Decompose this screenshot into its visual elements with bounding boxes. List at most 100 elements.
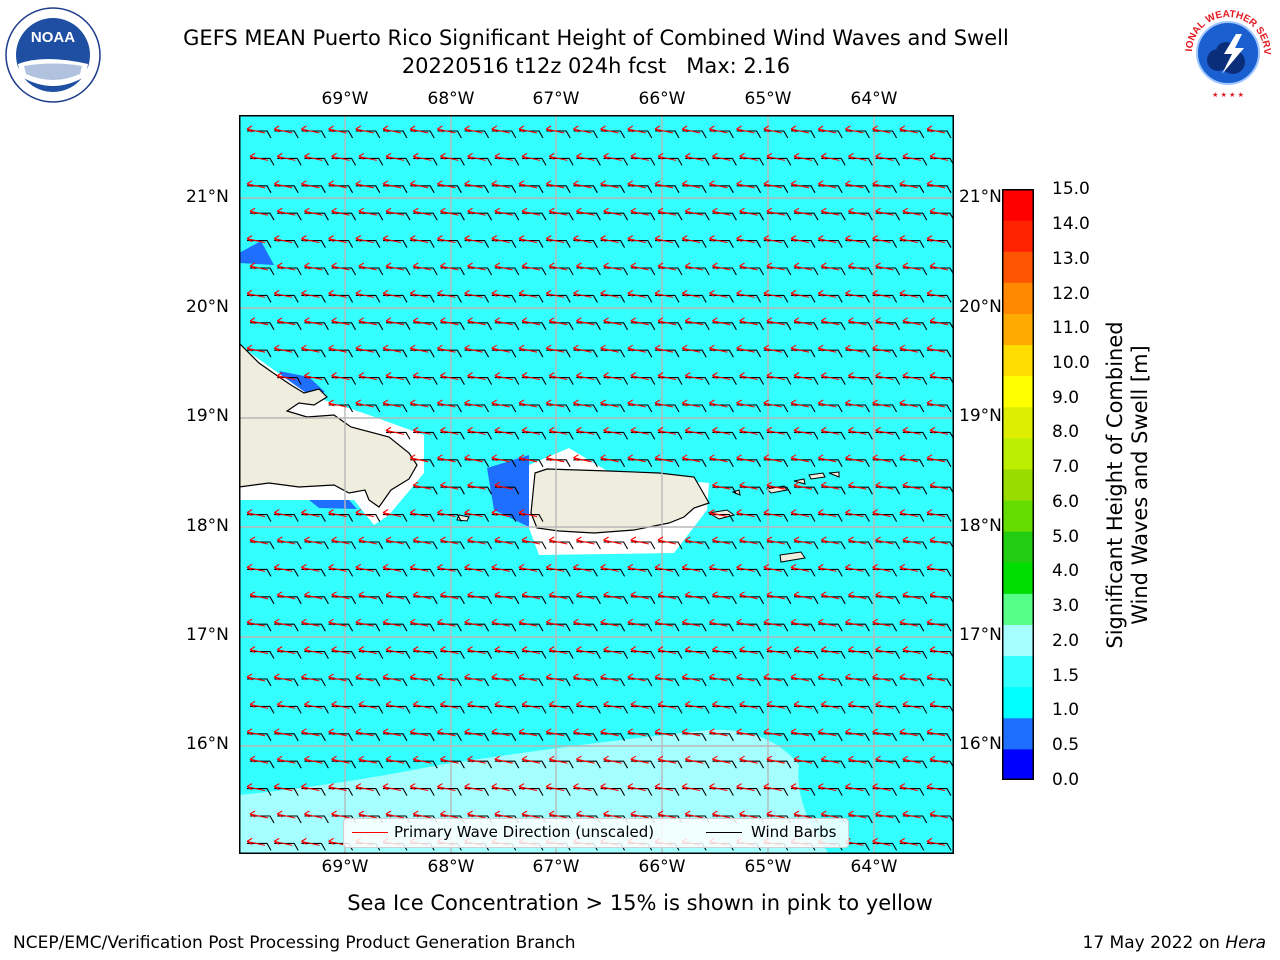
wind-barbs-legend-line (706, 832, 742, 833)
wave-direction-arrow (548, 372, 568, 381)
wave-direction-arrow (929, 481, 949, 490)
wave-direction-arrow (848, 426, 867, 435)
wave-direction-arrow (276, 262, 296, 271)
wave-direction-arrow (518, 125, 538, 134)
wave-direction-arrow (929, 207, 949, 216)
wave-direction-arrow (736, 618, 755, 627)
wave-direction-arrow (657, 426, 677, 435)
wave-direction-arrow (763, 618, 782, 627)
wave-direction-arrow (464, 563, 483, 572)
wave-direction-arrow (409, 509, 429, 518)
wave-direction-arrow (763, 125, 782, 134)
wave-direction-arrow (845, 344, 864, 353)
wave-direction-arrow (657, 591, 677, 600)
wave-direction-arrow (817, 673, 837, 682)
wave-direction-arrow (412, 810, 432, 819)
wave-direction-arrow (382, 509, 402, 518)
wave-direction-arrow (763, 399, 782, 408)
wave-direction-arrow (276, 755, 296, 764)
wave-direction-arrow (412, 700, 432, 709)
wave-direction-arrow (654, 673, 674, 682)
wave-direction-arrow (548, 591, 568, 600)
wave-direction-arrow (603, 372, 622, 381)
wave-direction-arrow (902, 700, 921, 709)
colorbar-tick: 8.0 (1052, 422, 1080, 442)
wave-direction-arrow (817, 563, 837, 572)
wave-direction-arrow (845, 399, 864, 408)
wave-direction-arrow (790, 728, 810, 737)
wave-direction-arrow (249, 591, 269, 600)
wave-direction-arrow (382, 673, 402, 682)
wave-direction-arrow (820, 481, 840, 490)
wave-direction-arrow (412, 262, 432, 271)
wave-direction-arrow (875, 700, 894, 709)
wave-direction-arrow (875, 591, 894, 600)
wave-direction-arrow (793, 426, 813, 435)
wave-direction-arrow (790, 399, 810, 408)
wave-direction-arrow (545, 728, 565, 737)
wave-direction-arrow (929, 591, 949, 600)
wave-direction-arrow (249, 152, 269, 161)
wave-direction-arrow (576, 810, 595, 819)
wave-direction-arrow (301, 235, 320, 244)
wave-direction-arrow (872, 180, 891, 189)
map-frame (239, 115, 954, 854)
wave-direction-arrow (820, 152, 840, 161)
wave-direction-arrow (630, 152, 649, 161)
wave-direction-arrow (845, 673, 864, 682)
wave-direction-arrow (358, 372, 377, 381)
wave-direction-arrow (385, 372, 405, 381)
wave-direction-arrow (817, 235, 837, 244)
wave-direction-arrow (518, 563, 538, 572)
wave-direction-arrow (600, 399, 619, 408)
wave-direction-arrow (872, 728, 891, 737)
wave-direction-arrow (491, 783, 510, 792)
wave-direction-arrow (301, 618, 320, 627)
wave-direction-arrow (328, 509, 347, 518)
wave-direction-arrow (545, 235, 565, 244)
wave-direction-arrow (709, 673, 728, 682)
wave-direction-arrow (545, 563, 565, 572)
wave-direction-arrow (899, 125, 918, 134)
wave-direction-arrow (491, 509, 510, 518)
lon-label-bottom: 66°W (638, 857, 686, 877)
wave-direction-arrow (845, 125, 864, 134)
wave-direction-arrow (709, 783, 728, 792)
wave-direction-arrow (654, 618, 674, 627)
wave-direction-arrow (548, 152, 568, 161)
wave-direction-arrow (573, 399, 592, 408)
wave-direction-arrow (494, 207, 513, 216)
wave-direction-arrow (494, 317, 513, 326)
wave-direction-arrow (875, 755, 894, 764)
wave-direction-arrow (573, 563, 592, 572)
wave-direction-arrow (820, 372, 840, 381)
wave-direction-arrow (817, 125, 837, 134)
wave-direction-arrow (929, 646, 949, 655)
wave-direction-arrow (899, 728, 918, 737)
wave-direction-arrow (790, 783, 810, 792)
wave-direction-arrow (902, 372, 921, 381)
wave-direction-arrow (872, 289, 891, 298)
wave-direction-arrow (630, 755, 649, 764)
wave-direction-arrow (902, 481, 921, 490)
wave-direction-arrow (331, 207, 350, 216)
wave-direction-arrow (627, 235, 646, 244)
wave-direction-arrow (926, 509, 946, 518)
colorbar-tick: 5.0 (1052, 527, 1080, 547)
wave-direction-arrow (573, 454, 592, 463)
colorbar-segment (1002, 748, 1034, 780)
wave-direction-arrow (926, 125, 946, 134)
wave-direction-arrow (848, 646, 867, 655)
wave-direction-arrow (817, 454, 837, 463)
wave-direction-arrow (440, 372, 459, 381)
wave-direction-arrow (276, 810, 296, 819)
wave-direction-arrow (627, 563, 646, 572)
wave-direction-arrow (440, 646, 459, 655)
wave-direction-arrow (627, 618, 646, 627)
wave-direction-arrow (712, 481, 731, 490)
wave-direction-arrow (304, 810, 323, 819)
wave-direction-arrow (301, 509, 320, 518)
wave-direction-arrow (518, 728, 538, 737)
wave-direction-arrow (681, 180, 701, 189)
wave-direction-arrow (437, 783, 456, 792)
